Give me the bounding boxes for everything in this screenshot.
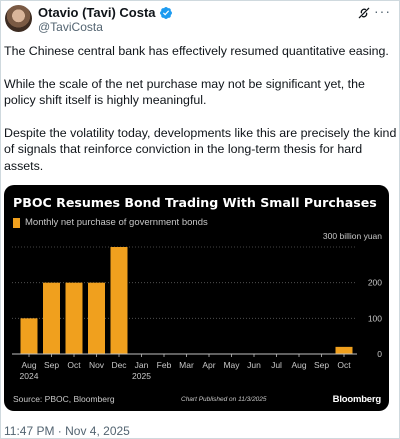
bar [20,318,38,354]
legend-label: Monthly net purchase of government bonds [25,217,208,228]
bar [65,282,83,354]
y-tick-label: 100 [368,313,382,323]
bar [335,346,353,354]
chart-title: PBOC Resumes Bond Trading With Small Pur… [13,195,377,210]
verified-badge-icon [159,6,172,19]
grok-icon[interactable] [357,6,371,20]
chart-published-date: Chart Published on 11/3/2025 [181,396,267,403]
x-year-label: 2025 [132,371,151,381]
y-tick-label: 0 [377,349,382,359]
x-tick-label: Oct [67,360,81,370]
x-tick-label: Mar [179,360,194,370]
x-tick-label: Aug [21,360,36,370]
tweet-paragraph: The Chinese central bank has effectively… [4,44,389,58]
chart-image[interactable]: 0 100 200 300 billion yuan Aug 2024 Sep Oct Nov D… [4,185,389,411]
chart-legend: Monthly net purchase of government bonds [13,217,208,228]
y-axis-unit-label: 300 billion yuan [323,231,382,241]
x-year-label: 2024 [20,371,39,381]
x-tick-label: Sep [44,360,59,370]
x-tick-label: Dec [111,360,127,370]
more-options-icon[interactable]: ··· [374,3,391,19]
tweet-paragraph: While the scale of the net purchase may … [4,76,365,108]
author-name-row: Otavio (Tavi) Costa [38,5,173,20]
x-tick-label: Jul [271,360,282,370]
x-tick-label: May [223,360,240,370]
x-tick-label: Jan [135,360,149,370]
x-tick-label: Oct [337,360,351,370]
x-tick-label: Feb [157,360,172,370]
tweet-paragraph: Despite the volatility today, developmen… [4,125,397,173]
legend-swatch [13,217,20,228]
tweet-timestamp[interactable]: 11:47 PM · Nov 4, 2025 [4,424,130,438]
tweet-body: The Chinese central bank has effectively… [4,43,398,190]
x-tick-label: Sep [314,360,329,370]
bloomberg-logo: Bloomberg [332,394,382,405]
x-tick-label: Jun [247,360,261,370]
x-tick-label: Aug [291,360,306,370]
bar [110,247,128,354]
chart-source: Source: PBOC, Bloomberg [13,394,115,404]
avatar[interactable] [5,5,32,32]
author-display-name[interactable]: Otavio (Tavi) Costa [38,5,156,20]
author-handle[interactable]: @TaviCosta [38,20,103,34]
x-tick-label: Nov [89,360,105,370]
y-tick-label: 200 [368,278,382,288]
bar [43,282,60,354]
bar [88,282,105,354]
x-tick-label: Apr [202,360,215,370]
